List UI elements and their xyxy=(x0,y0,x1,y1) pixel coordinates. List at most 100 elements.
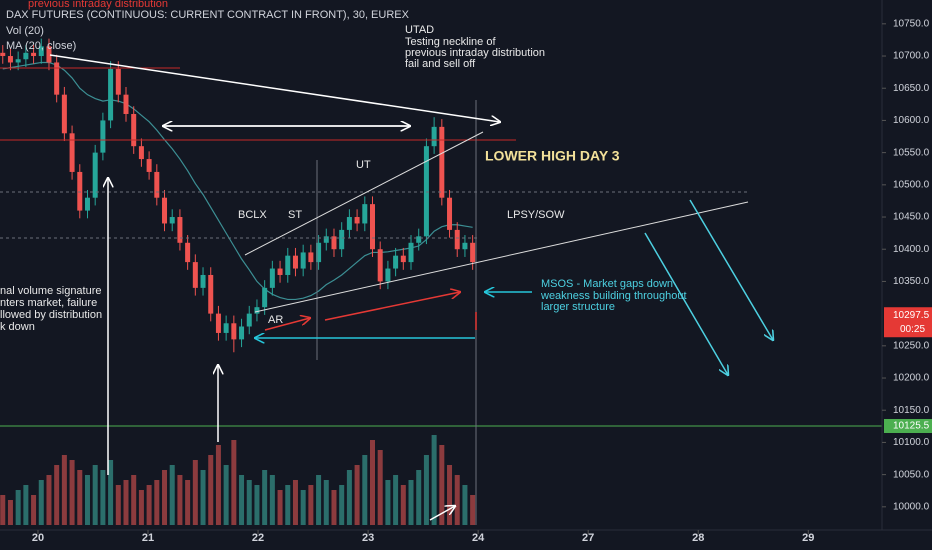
volume-bar xyxy=(15,490,21,525)
chart-title: DAX FUTURES (CONTINUOUS: CURRENT CONTRAC… xyxy=(6,9,410,21)
volume-bar xyxy=(377,450,383,525)
candle-body xyxy=(269,268,275,288)
volume-bar xyxy=(331,490,337,525)
volume-bar xyxy=(431,435,437,525)
volume-bar xyxy=(100,470,106,525)
candle-body xyxy=(285,255,291,275)
candle-body xyxy=(131,113,137,147)
volume-bar xyxy=(462,485,468,525)
candle-body xyxy=(15,59,21,63)
y-tick-label: 10100.0 xyxy=(893,437,930,448)
annotation: AR xyxy=(268,314,283,326)
volume-bar xyxy=(131,475,137,525)
volume-bar xyxy=(69,460,75,525)
volume-bar xyxy=(285,485,291,525)
volume-legend: Vol (20) xyxy=(6,25,44,37)
candle-body xyxy=(185,242,191,263)
volume-bar xyxy=(200,470,206,525)
x-tick-label: 23 xyxy=(362,532,374,544)
x-tick-label: 20 xyxy=(32,532,44,544)
annotation: Testing neckline of xyxy=(405,36,496,48)
x-tick-label: 29 xyxy=(802,532,814,544)
volume-bar xyxy=(231,440,237,525)
ma-legend: MA (20, close) xyxy=(6,40,76,52)
annotation: ST xyxy=(288,209,302,221)
volume-bar xyxy=(277,490,283,525)
volume-bar xyxy=(470,495,476,525)
candle-body xyxy=(154,171,160,198)
plot-area xyxy=(0,38,882,525)
y-tick-label: 10150.0 xyxy=(893,405,930,416)
volume-bar xyxy=(108,460,114,525)
candle-body xyxy=(377,249,383,282)
volume-bar xyxy=(439,445,445,525)
y-tick-label: 10450.0 xyxy=(893,212,930,223)
volume-bar xyxy=(339,485,345,525)
candle-body xyxy=(447,197,453,230)
volume-bar xyxy=(308,485,314,525)
volume-bar xyxy=(138,490,144,525)
volume-bar xyxy=(223,465,229,525)
price-axis-bg xyxy=(882,0,932,550)
volume-bar xyxy=(208,455,214,525)
candle-body xyxy=(31,52,37,57)
annotation: LPSY/SOW xyxy=(507,209,565,221)
countdown-label: 00:25 xyxy=(900,324,925,335)
candle-body xyxy=(254,307,260,314)
volume-bar xyxy=(77,470,83,525)
volume-bar xyxy=(346,470,352,525)
annotation: nters market, failure xyxy=(0,297,97,309)
candle-body xyxy=(54,62,60,95)
candle-body xyxy=(423,146,429,237)
volume-bar xyxy=(246,480,252,525)
candle-body xyxy=(23,52,29,60)
candle-body xyxy=(215,313,221,333)
candle-body xyxy=(231,323,237,340)
y-tick-label: 10200.0 xyxy=(893,373,930,384)
candle-body xyxy=(308,252,314,263)
volume-bar xyxy=(154,480,160,525)
last-price-tag xyxy=(884,307,932,338)
candle-body xyxy=(115,68,121,95)
candle-body xyxy=(385,268,391,282)
y-tick-label: 10600.0 xyxy=(893,115,930,126)
candle-body xyxy=(223,323,229,333)
candle-body xyxy=(108,68,114,121)
annotation: BCLX xyxy=(238,209,267,221)
x-tick-label: 21 xyxy=(142,532,154,544)
annotation: previous intraday distribution xyxy=(405,47,545,59)
candle-body xyxy=(177,217,183,243)
candle-body xyxy=(7,56,13,63)
volume-bar xyxy=(393,475,399,525)
red-arrow xyxy=(264,318,310,331)
candle-body xyxy=(38,46,44,57)
volume-bar xyxy=(323,480,329,525)
last-price-label: 10297.5 xyxy=(893,310,930,321)
candle-body xyxy=(61,94,67,134)
volume-bar xyxy=(7,500,13,525)
volume-bar xyxy=(362,455,368,525)
axes: 10750.0 10700.0 10650.0 10600.0 10550.0 10500… xyxy=(32,18,932,544)
subtitle: previous intraday distribution xyxy=(28,0,168,10)
candle-body xyxy=(169,217,175,224)
x-tick-label: 27 xyxy=(582,532,594,544)
down-arrow xyxy=(689,199,773,340)
candle-body xyxy=(292,255,298,269)
y-tick-label: 10750.0 xyxy=(893,18,930,29)
candle-body xyxy=(46,46,52,63)
y-tick-label: 10650.0 xyxy=(893,83,930,94)
volume-bar xyxy=(177,475,183,525)
volume-bar xyxy=(400,485,406,525)
candle-body xyxy=(346,217,352,230)
candle-body xyxy=(362,204,368,224)
y-tick-label: 10050.0 xyxy=(893,469,930,480)
candle-body xyxy=(69,133,75,172)
y-tick-label: 10550.0 xyxy=(893,147,930,158)
candle-body xyxy=(439,126,445,198)
annotation: nal volume signature xyxy=(0,285,102,297)
volume-arrow xyxy=(429,506,455,521)
volume-bar xyxy=(192,460,198,525)
candle-body xyxy=(393,255,399,269)
volume-bar xyxy=(162,470,168,525)
